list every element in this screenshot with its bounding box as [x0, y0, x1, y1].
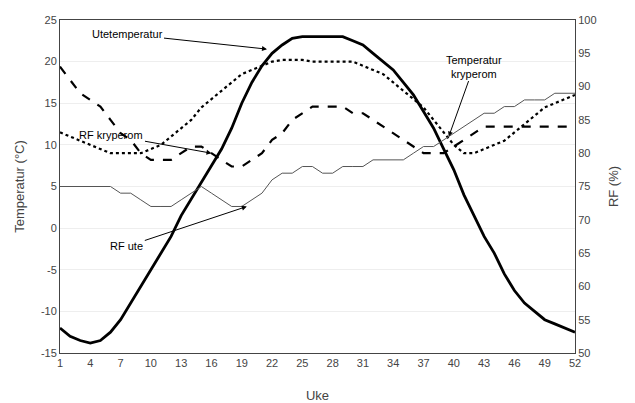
svg-text:19: 19 — [236, 357, 248, 369]
svg-text:13: 13 — [175, 357, 187, 369]
svg-text:65: 65 — [578, 247, 590, 259]
svg-text:1: 1 — [57, 357, 63, 369]
svg-text:10: 10 — [145, 357, 157, 369]
svg-text:60: 60 — [578, 280, 590, 292]
svg-text:Utetemperatur: Utetemperatur — [92, 28, 163, 40]
svg-text:43: 43 — [478, 357, 490, 369]
svg-text:-10: -10 — [41, 305, 57, 317]
svg-text:55: 55 — [578, 314, 590, 326]
svg-text:95: 95 — [578, 47, 590, 59]
svg-text:75: 75 — [578, 180, 590, 192]
svg-text:85: 85 — [578, 114, 590, 126]
svg-text:80: 80 — [578, 147, 590, 159]
svg-text:7: 7 — [118, 357, 124, 369]
svg-text:37: 37 — [417, 357, 429, 369]
svg-text:RF kryperom: RF kryperom — [79, 129, 143, 141]
svg-text:Temperaturkryperom: Temperaturkryperom — [446, 54, 502, 80]
svg-text:5: 5 — [51, 180, 57, 192]
svg-text:Temperatur (°C): Temperatur (°C) — [12, 140, 27, 233]
svg-text:34: 34 — [387, 357, 399, 369]
svg-text:22: 22 — [266, 357, 278, 369]
svg-text:70: 70 — [578, 214, 590, 226]
svg-text:52: 52 — [569, 357, 581, 369]
svg-text:RF (%): RF (%) — [606, 166, 621, 207]
svg-text:RF ute: RF ute — [110, 240, 143, 252]
svg-text:28: 28 — [327, 357, 339, 369]
svg-text:-5: -5 — [47, 264, 57, 276]
svg-text:50: 50 — [578, 347, 590, 359]
svg-text:0: 0 — [51, 222, 57, 234]
svg-text:10: 10 — [45, 139, 57, 151]
svg-text:4: 4 — [87, 357, 93, 369]
svg-text:16: 16 — [205, 357, 217, 369]
svg-text:Uke: Uke — [306, 388, 329, 403]
svg-text:20: 20 — [45, 55, 57, 67]
svg-text:49: 49 — [539, 357, 551, 369]
svg-text:40: 40 — [448, 357, 460, 369]
svg-text:90: 90 — [578, 80, 590, 92]
svg-text:100: 100 — [578, 14, 596, 26]
svg-text:46: 46 — [508, 357, 520, 369]
svg-text:25: 25 — [296, 357, 308, 369]
svg-text:15: 15 — [45, 97, 57, 109]
svg-text:-15: -15 — [41, 347, 57, 359]
svg-text:25: 25 — [45, 14, 57, 26]
svg-text:31: 31 — [357, 357, 369, 369]
